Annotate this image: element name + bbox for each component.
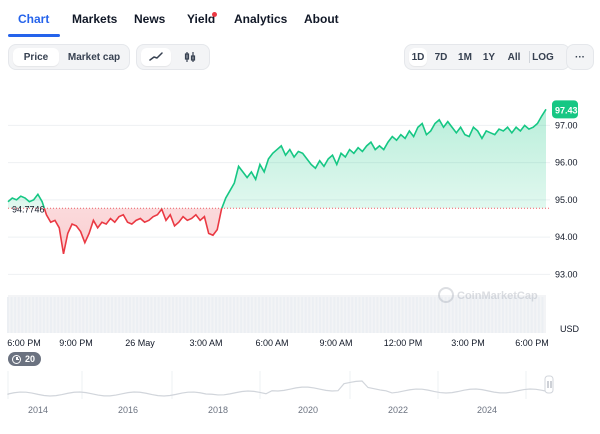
tab-about[interactable]: About <box>304 12 339 26</box>
x-tick-label: 3:00 PM <box>451 338 485 348</box>
price-button[interactable]: Price <box>13 48 59 66</box>
line-chart-icon <box>149 52 163 61</box>
y-tick-label: 97.00 <box>555 120 578 130</box>
coinmarketcap-logo-icon <box>438 287 454 303</box>
overview-year-label: 2022 <box>388 405 408 415</box>
candlestick-icon <box>184 52 196 62</box>
chart-toolbar: Price Market cap 1D 7D 1M 1Y All LOG ··· <box>0 44 600 70</box>
y-tick-label: 96.00 <box>555 158 578 168</box>
overview-handle <box>544 375 554 394</box>
x-tick-label: 6:00 AM <box>255 338 288 348</box>
top-tabs: Chart Markets News Yield Analytics About <box>0 0 600 38</box>
timeline-overview-chart: 2014 2016 2018 2020 2022 2024 <box>0 371 600 434</box>
main-chart: 94.7746 93.00 94.00 95.00 96.00 97.00 USD 97.43… <box>0 74 600 374</box>
candlestick-button[interactable] <box>175 48 205 66</box>
x-tick-label: 26 May <box>125 338 155 348</box>
range-all-button[interactable]: All <box>507 51 521 63</box>
x-tick-label: 3:00 AM <box>189 338 222 348</box>
zoom-badge-value: 20 <box>25 354 36 364</box>
range-1y-button[interactable]: 1Y <box>482 51 496 63</box>
clock-icon <box>12 354 21 364</box>
tab-news[interactable]: News <box>134 12 166 26</box>
tab-chart[interactable]: Chart <box>18 12 50 26</box>
line-chart-button[interactable] <box>141 48 171 66</box>
range-separator <box>529 51 530 63</box>
chart-type-toggle <box>136 44 210 70</box>
x-tick-label: 6:00 PM <box>515 338 549 348</box>
more-options-button[interactable]: ··· <box>575 51 585 63</box>
zoom-badge[interactable]: 20 <box>8 352 42 366</box>
y-unit-label: USD <box>560 324 580 334</box>
overview-line <box>7 380 549 397</box>
range-1d-button[interactable]: 1D <box>409 48 427 66</box>
y-tick-label: 93.00 <box>555 269 578 279</box>
x-tick-label: 6:00 PM <box>7 338 41 348</box>
x-tick-label: 9:00 AM <box>319 338 352 348</box>
range-1m-button[interactable]: 1M <box>458 51 472 63</box>
time-range-toggle: 1D 7D 1M 1Y All LOG <box>404 44 570 70</box>
active-tab-underline <box>8 34 60 37</box>
overview-year-label: 2016 <box>118 405 138 415</box>
price-marketcap-toggle: Price Market cap <box>8 44 130 70</box>
tab-analytics[interactable]: Analytics <box>234 12 288 26</box>
yield-notification-dot <box>212 12 217 17</box>
overview-year-label: 2018 <box>208 405 228 415</box>
price-line-up <box>7 108 547 209</box>
range-7d-button[interactable]: 7D <box>434 51 448 63</box>
price-line-down <box>43 208 223 255</box>
x-tick-label: 12:00 PM <box>384 338 423 348</box>
y-tick-label: 94.00 <box>555 232 578 242</box>
x-tick-label: 9:00 PM <box>59 338 93 348</box>
overview-year-label: 2024 <box>477 405 497 415</box>
more-options-toggle: ··· <box>566 44 594 70</box>
overview-year-label: 2020 <box>298 405 318 415</box>
timeline-overview[interactable]: 2014 2016 2018 2020 2022 2024 <box>0 371 600 434</box>
y-tick-label: 95.00 <box>555 195 578 205</box>
price-line-chart: 94.7746 93.00 94.00 95.00 96.00 97.00 USD 97.43… <box>0 80 600 348</box>
overview-year-label: 2014 <box>28 405 48 415</box>
tab-markets[interactable]: Markets <box>72 12 118 26</box>
baseline-label: 94.7746 <box>12 204 45 214</box>
tab-yield[interactable]: Yield <box>187 12 216 26</box>
overview-bg <box>0 371 600 434</box>
log-scale-button[interactable]: LOG <box>532 51 554 63</box>
last-price-badge <box>552 100 578 119</box>
coinmarketcap-watermark: CoinMarketCap <box>438 287 538 303</box>
watermark-text: CoinMarketCap <box>457 290 538 302</box>
market-cap-button[interactable]: Market cap <box>67 51 121 63</box>
last-price-text: 97.43 <box>555 105 578 115</box>
